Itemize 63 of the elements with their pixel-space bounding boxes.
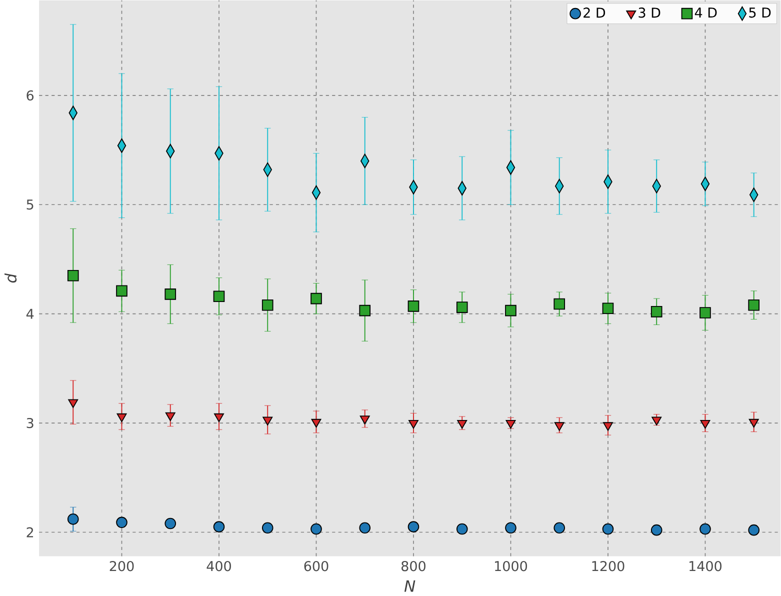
point — [213, 520, 225, 532]
x-tick-label: 1000 — [495, 560, 528, 572]
x-tick-label: 1400 — [690, 560, 722, 572]
point — [505, 522, 516, 534]
point — [700, 306, 711, 318]
x-axis-title: N — [404, 580, 416, 592]
point — [457, 420, 468, 429]
point — [602, 523, 614, 535]
legend-label: 4 D — [694, 8, 717, 18]
point — [700, 420, 710, 429]
point — [748, 524, 760, 536]
point — [164, 518, 176, 530]
point — [116, 516, 128, 528]
point — [116, 413, 127, 422]
point — [262, 416, 273, 426]
point — [116, 285, 128, 296]
y-tick-label: 3 — [26, 418, 34, 428]
y-tick-label: 4 — [26, 308, 34, 319]
x-tick-label: 400 — [206, 560, 231, 572]
y-tick-label: 5 — [26, 199, 34, 210]
point — [408, 300, 420, 312]
point — [554, 522, 566, 534]
legend-label: 2 D — [584, 7, 606, 18]
y-tick-label: 2 — [26, 527, 34, 538]
point — [311, 418, 322, 428]
point — [310, 523, 322, 535]
point — [67, 270, 79, 282]
point — [456, 301, 468, 313]
point — [554, 422, 564, 431]
point — [359, 522, 371, 534]
point — [165, 412, 176, 421]
point — [650, 306, 662, 318]
point — [748, 299, 760, 311]
point — [262, 299, 274, 311]
point — [603, 422, 613, 431]
point — [262, 522, 274, 534]
point — [602, 302, 614, 314]
point — [456, 523, 468, 535]
point — [68, 399, 78, 408]
x-tick-label: 200 — [110, 560, 134, 572]
x-tick-label: 1200 — [592, 560, 624, 572]
legend-label: 5 D — [749, 8, 771, 18]
point — [164, 288, 176, 300]
point — [700, 523, 711, 535]
point — [213, 290, 225, 302]
point — [748, 418, 759, 428]
point — [359, 304, 371, 316]
point — [408, 420, 418, 429]
point — [408, 520, 420, 532]
point — [650, 524, 662, 536]
point — [505, 304, 516, 316]
y-tick-label: 6 — [26, 90, 34, 100]
point — [310, 292, 322, 304]
point — [554, 298, 566, 310]
x-tick-label: 800 — [402, 560, 426, 572]
point — [506, 420, 516, 429]
y-axis-title: d — [4, 273, 17, 282]
x-tick-label: 600 — [304, 560, 328, 572]
point — [214, 413, 224, 422]
point — [67, 513, 79, 525]
point — [652, 416, 662, 426]
legend-label: 3 D — [638, 7, 660, 18]
point — [360, 415, 370, 424]
